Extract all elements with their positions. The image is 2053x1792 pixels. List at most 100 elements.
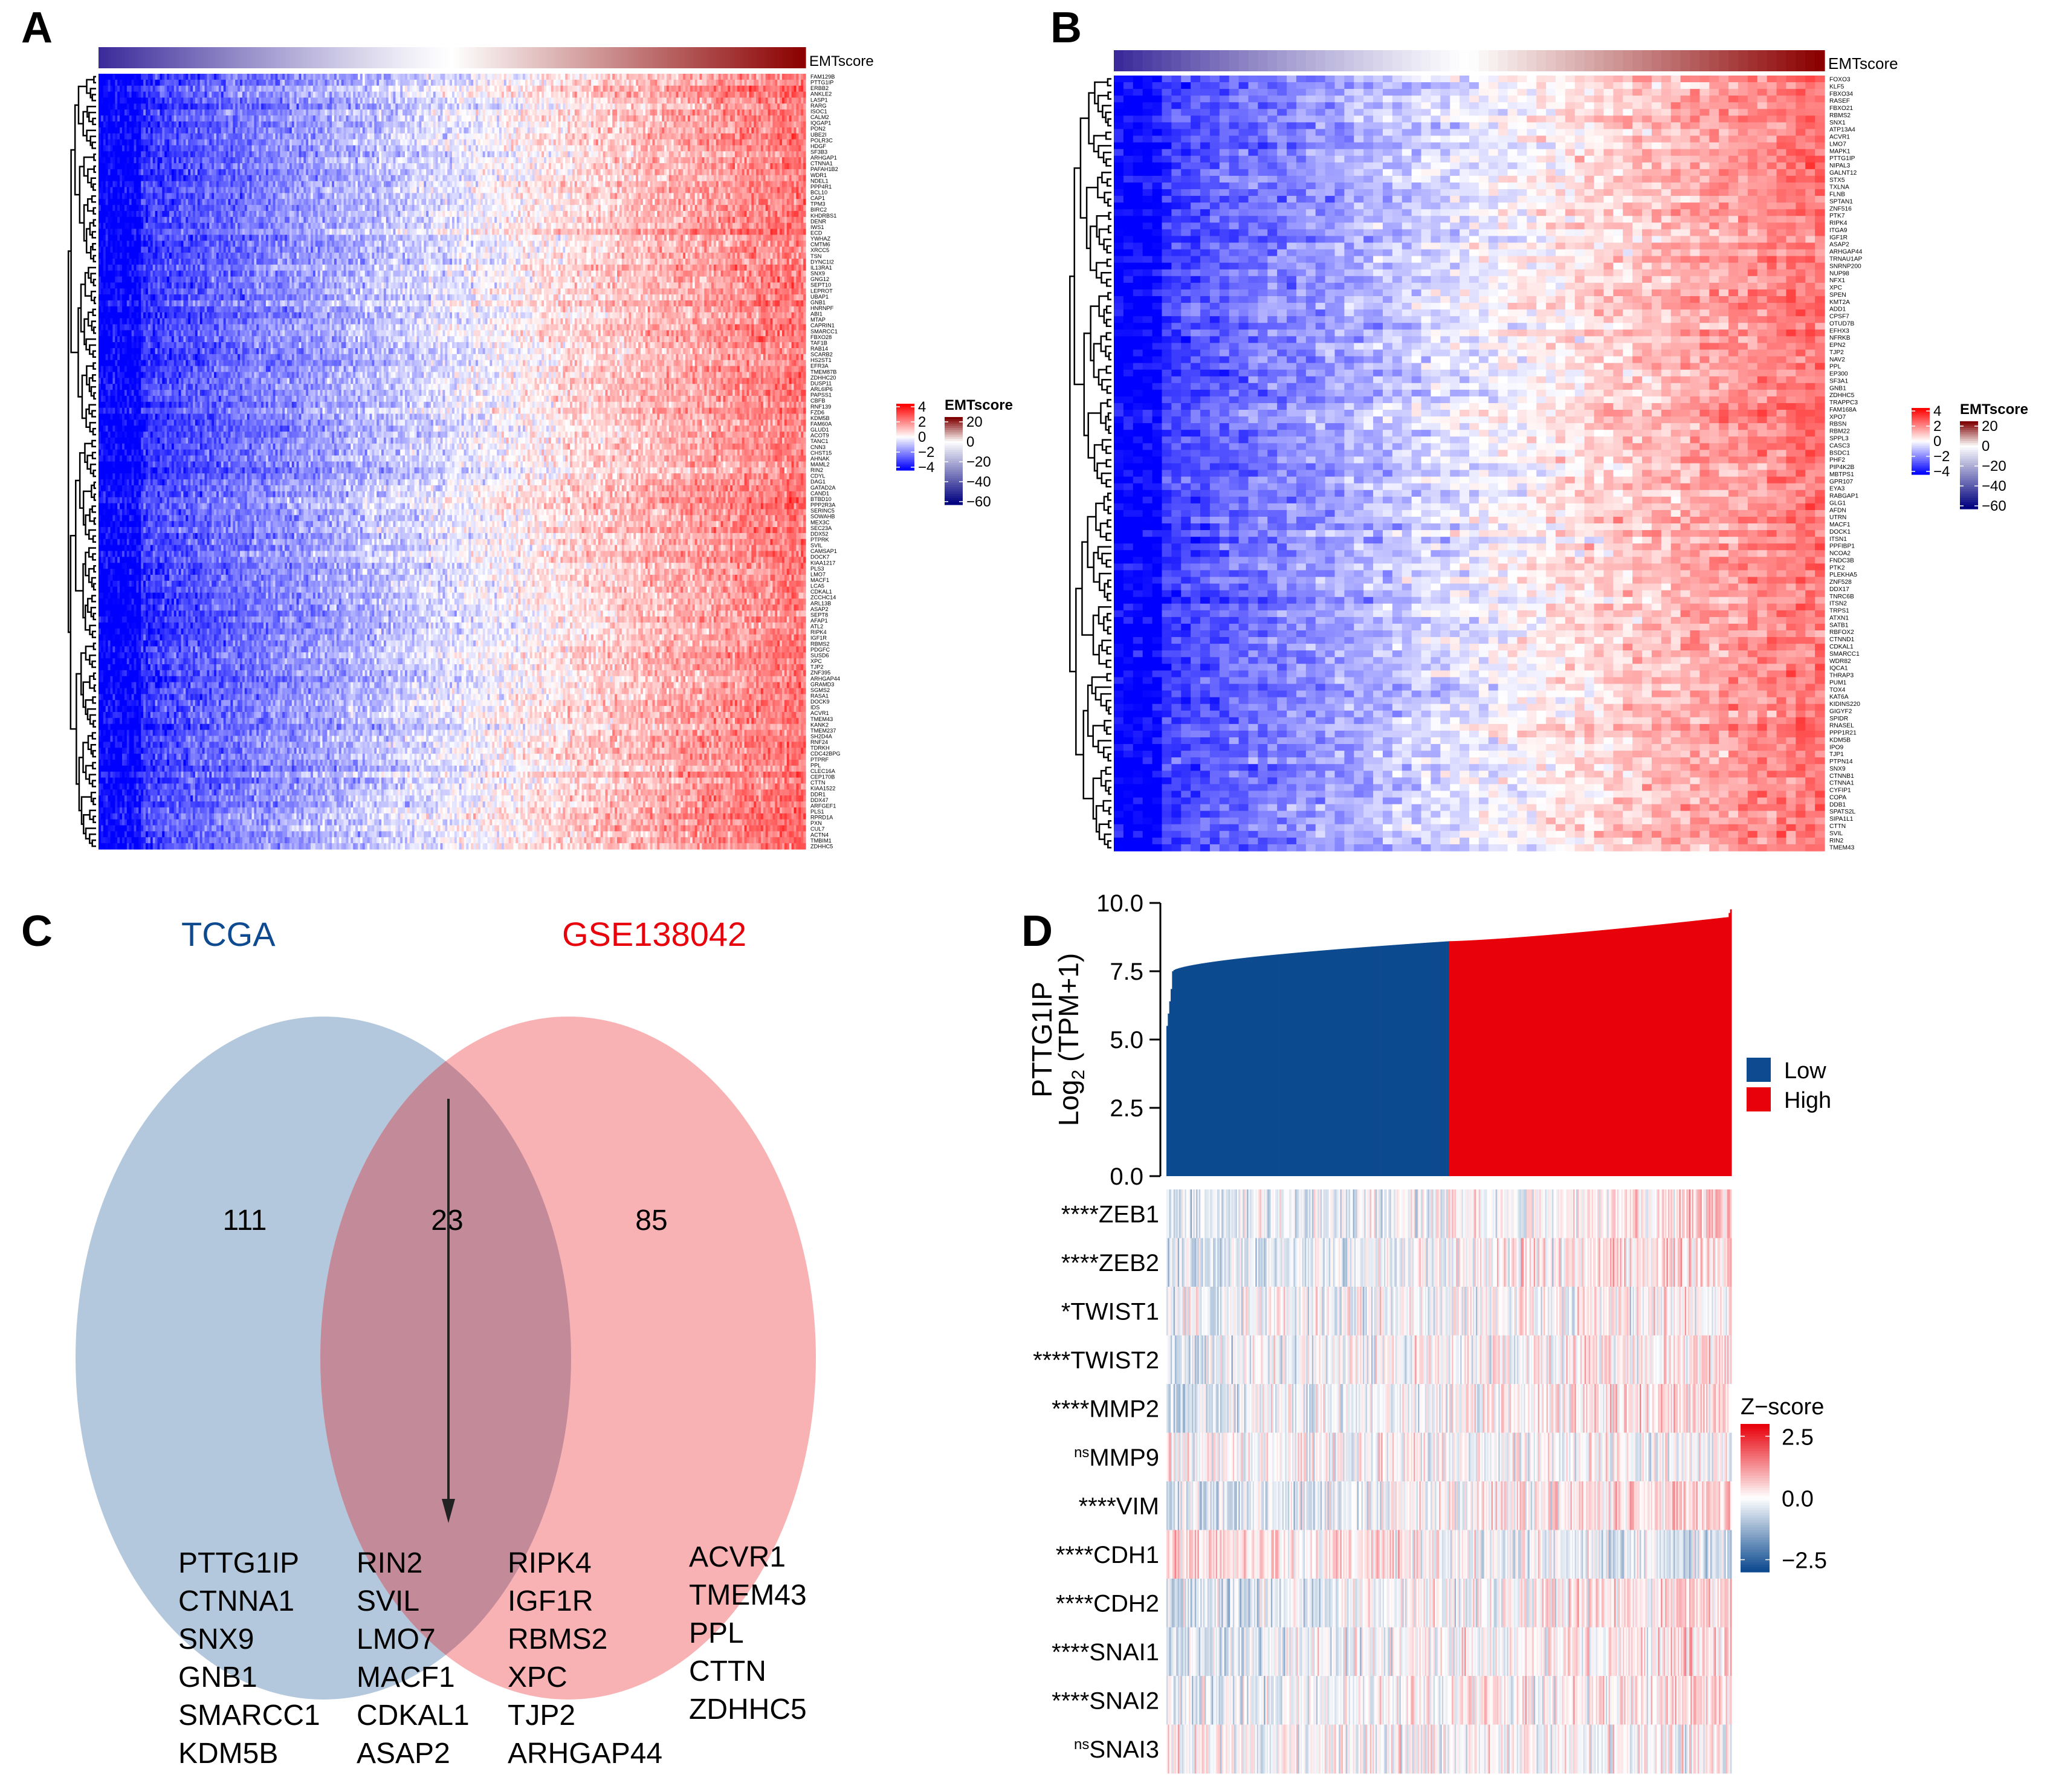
sample-bar [1533, 936, 1536, 1176]
sample-bar [1168, 1014, 1170, 1176]
sample-bar [1484, 939, 1486, 1176]
row-label: DDX47 [810, 797, 829, 803]
row-label: TXLNA [1829, 184, 1849, 191]
gene-list-item: CDKAL1 [357, 1697, 470, 1735]
sample-bar [1336, 949, 1338, 1176]
row-label: CAPRIN1 [810, 323, 835, 329]
row-label: PLS1 [810, 809, 824, 815]
row-label: KDM5B [1829, 737, 1851, 743]
y-tick-label: 0.0 [1110, 1163, 1143, 1190]
row-label: RIN2 [810, 467, 823, 473]
row-label: GRAMD3 [810, 681, 834, 687]
gene-list-item: IGF1R [508, 1582, 662, 1620]
row-label: NCOA2 [1829, 551, 1851, 557]
sample-bar [1474, 940, 1476, 1176]
sample-bar [1375, 946, 1377, 1176]
gene-list-item: GNB1 [178, 1658, 320, 1697]
sample-bar [1603, 930, 1605, 1176]
row-label: CAND1 [810, 490, 829, 496]
sample-bar [1559, 934, 1561, 1176]
row-label: FBXO34 [1829, 91, 1853, 97]
sample-bar [1217, 961, 1219, 1176]
sample-bar [1327, 949, 1330, 1176]
sample-bar [1206, 962, 1208, 1176]
sample-bar [1362, 947, 1365, 1176]
sample-bar [1491, 939, 1493, 1176]
sample-bar [1429, 942, 1431, 1176]
sample-bar [1353, 948, 1355, 1176]
row-label: ECD [810, 230, 823, 236]
zscore-legend-title: Z−score [1741, 1394, 1824, 1420]
sample-bar [1703, 919, 1705, 1176]
row-label: FNDC3B [1829, 557, 1854, 564]
sample-bar [1574, 933, 1577, 1176]
sample-bar [1502, 938, 1505, 1176]
sample-bar [1627, 927, 1629, 1176]
row-label: IPO9 [1829, 744, 1844, 751]
marker-row: ****CDH2 [1056, 1579, 1732, 1628]
y-axis-label: PTTG1IPLog2 (TPM+1) [1026, 953, 1088, 1126]
row-label: FAM60A [810, 421, 832, 427]
row-label: SATB1 [1829, 622, 1849, 629]
sample-bar [1449, 941, 1451, 1176]
row-label: ZCCHC14 [810, 595, 836, 601]
row-label: PUM1 [1829, 679, 1847, 686]
sample-bar [1615, 928, 1618, 1176]
row-label: CDKAL1 [1829, 644, 1854, 650]
gene-list-column: RIN2 SVIL LMO7 MACF1 CDKAL1 ASAP2 [357, 1544, 470, 1773]
row-label: LMO7 [810, 571, 826, 577]
sample-bar [1571, 933, 1574, 1176]
sample-bar [1600, 930, 1602, 1176]
sample-bar [1223, 960, 1225, 1176]
row-label: ATP13A4 [1829, 127, 1855, 134]
row-label: ZNF516 [1829, 205, 1852, 212]
row-label: CTNND1 [1829, 636, 1855, 643]
sample-bar [1678, 922, 1680, 1176]
row-label: KLF5 [1829, 83, 1844, 90]
row-label: PTPRK [810, 537, 830, 543]
gene-list-item: RBMS2 [508, 1620, 662, 1658]
sample-bar [1646, 925, 1649, 1176]
sample-bar [1676, 922, 1678, 1176]
row-label: TNRC6B [1829, 594, 1854, 600]
row-label: AFDN [1829, 507, 1846, 514]
sample-bar [1310, 951, 1313, 1176]
row-label: DDX17 [1829, 586, 1849, 593]
sample-bar [1716, 918, 1718, 1176]
row-label: LCA5 [810, 583, 824, 589]
sample-bar [1243, 958, 1245, 1176]
row-label: ITGA9 [1829, 227, 1848, 234]
marker-label: ****SNAI2 [1052, 1687, 1159, 1714]
sample-bar [1339, 949, 1341, 1176]
row-label: NFRKB [1829, 335, 1851, 341]
gene-list-item: ASAP2 [357, 1735, 470, 1773]
sample-bar [1565, 933, 1567, 1176]
sample-bar [1683, 922, 1686, 1176]
sample-bar [1554, 934, 1557, 1176]
panel-label-d: D [1021, 907, 1053, 956]
sample-bar [1596, 930, 1598, 1176]
row-label: CTTN [810, 780, 826, 786]
sample-bar [1667, 923, 1670, 1176]
sample-bar [1183, 966, 1185, 1176]
row-label: ATXN1 [1829, 615, 1849, 621]
row-label: THRAP3 [1829, 673, 1854, 679]
sample-bar [1333, 949, 1335, 1176]
sample-bar [1391, 945, 1393, 1176]
sample-bar [1696, 920, 1698, 1176]
row-label: DYNC1I2 [810, 259, 834, 265]
row-label: ANKLE2 [810, 91, 832, 97]
sample-bar [1601, 930, 1603, 1176]
sample-bar [1394, 945, 1396, 1176]
gene-list-item: MACF1 [357, 1658, 470, 1697]
sample-bar [1411, 943, 1413, 1176]
sample-bar [1431, 942, 1432, 1176]
sample-bar [1323, 950, 1325, 1176]
row-label: TJP2 [1829, 349, 1844, 356]
sample-bar [1563, 933, 1565, 1176]
sample-bar [1516, 937, 1519, 1176]
row-label: DOCK7 [810, 554, 830, 560]
row-label: PLEKHA5 [1829, 572, 1857, 578]
sample-bar [1590, 931, 1592, 1176]
row-label: HNRNPF [810, 305, 834, 311]
